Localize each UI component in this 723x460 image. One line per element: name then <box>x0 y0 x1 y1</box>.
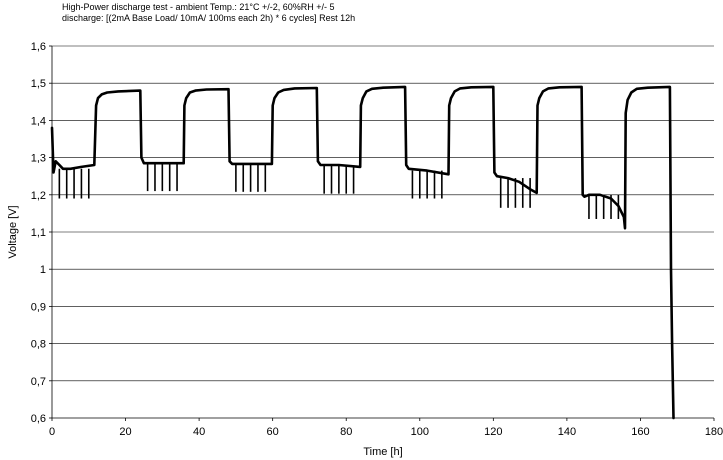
y-tick-label: 1,3 <box>31 153 46 165</box>
y-tick-label: 1,5 <box>31 78 46 90</box>
x-tick-label: 60 <box>267 426 279 438</box>
x-tick-label: 140 <box>558 426 576 438</box>
y-tick-label: 0,6 <box>31 413 46 425</box>
y-tick-label: 1,2 <box>31 190 46 202</box>
x-tick-label: 180 <box>705 426 723 438</box>
y-tick-label: 0,7 <box>31 376 46 388</box>
x-tick-label: 20 <box>119 426 131 438</box>
x-tick-label: 120 <box>484 426 502 438</box>
y-tick-label: 1,6 <box>31 41 46 53</box>
chart-subtitle: discharge: [(2mA Base Load/ 10mA/ 100ms … <box>62 13 356 23</box>
x-tick-label: 40 <box>193 426 205 438</box>
x-tick-label: 160 <box>631 426 649 438</box>
x-tick-label: 0 <box>49 426 55 438</box>
y-tick-label: 0,9 <box>31 301 46 313</box>
y-tick-label: 0,8 <box>31 339 46 351</box>
x-tick-label: 80 <box>340 426 352 438</box>
y-tick-label: 1,1 <box>31 227 46 239</box>
x-axis-title: Time [h] <box>363 446 402 458</box>
chart-title: High-Power discharge test - ambient Temp… <box>62 2 335 12</box>
y-axis-title: Voltage [V] <box>7 205 19 258</box>
y-tick-label: 1,4 <box>31 115 46 127</box>
x-tick-label: 100 <box>411 426 429 438</box>
y-tick-label: 1 <box>40 264 46 276</box>
voltage-series-line <box>50 85 675 420</box>
